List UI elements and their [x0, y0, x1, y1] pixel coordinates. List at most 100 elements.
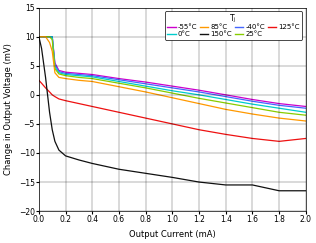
0°C [44, 35, 47, 38]
-40°C [50, 35, 54, 38]
125°C [224, 133, 228, 136]
Line: 25°C: 25°C [39, 37, 306, 115]
85°C [37, 35, 41, 38]
-40°C [77, 73, 81, 76]
25°C [170, 92, 174, 95]
125°C [57, 97, 61, 100]
-40°C [170, 87, 174, 89]
0°C [40, 35, 44, 38]
-55°C [117, 77, 121, 80]
-55°C [277, 102, 281, 105]
125°C [90, 105, 94, 108]
0°C [50, 35, 54, 38]
-55°C [50, 35, 54, 38]
Y-axis label: Change in Output Voltage (mV): Change in Output Voltage (mV) [4, 43, 13, 175]
-55°C [197, 89, 201, 92]
-40°C [224, 95, 228, 98]
125°C [117, 111, 121, 114]
25°C [197, 97, 201, 100]
150°C [144, 172, 148, 175]
25°C [90, 77, 94, 80]
-55°C [64, 71, 68, 74]
0°C [90, 75, 94, 78]
85°C [277, 117, 281, 120]
150°C [251, 183, 254, 186]
85°C [44, 35, 47, 38]
25°C [53, 67, 57, 70]
150°C [64, 155, 68, 157]
85°C [251, 113, 254, 115]
85°C [197, 102, 201, 105]
150°C [277, 189, 281, 192]
85°C [53, 71, 57, 74]
125°C [64, 99, 68, 102]
85°C [57, 76, 61, 79]
85°C [40, 35, 44, 38]
-55°C [170, 85, 174, 87]
-55°C [53, 61, 57, 64]
0°C [224, 98, 228, 101]
-55°C [77, 72, 81, 75]
-55°C [40, 35, 44, 38]
Line: 85°C: 85°C [39, 37, 306, 121]
25°C [48, 35, 52, 38]
-55°C [251, 98, 254, 101]
25°C [57, 72, 61, 75]
85°C [117, 85, 121, 88]
125°C [77, 102, 81, 105]
150°C [117, 168, 121, 171]
-55°C [37, 35, 41, 38]
Line: -40°C: -40°C [39, 37, 306, 108]
-40°C [197, 90, 201, 93]
-40°C [57, 70, 61, 73]
25°C [64, 74, 68, 77]
-40°C [40, 35, 44, 38]
150°C [304, 189, 308, 192]
0°C [48, 35, 52, 38]
-40°C [277, 104, 281, 107]
-40°C [117, 78, 121, 81]
85°C [64, 77, 68, 80]
-40°C [304, 107, 308, 110]
X-axis label: Output Current (mA): Output Current (mA) [129, 230, 216, 239]
-40°C [44, 35, 47, 38]
-40°C [144, 82, 148, 85]
-40°C [48, 35, 52, 38]
150°C [48, 111, 52, 114]
-55°C [144, 81, 148, 84]
150°C [170, 176, 174, 179]
-55°C [48, 35, 52, 38]
0°C [64, 73, 68, 76]
125°C [251, 137, 254, 140]
125°C [40, 82, 44, 85]
-40°C [53, 63, 57, 66]
125°C [170, 122, 174, 125]
-55°C [304, 105, 308, 108]
-40°C [90, 74, 94, 77]
150°C [53, 140, 57, 143]
85°C [224, 108, 228, 111]
0°C [37, 35, 41, 38]
0°C [144, 85, 148, 87]
125°C [48, 90, 52, 93]
-40°C [251, 100, 254, 103]
Line: 150°C: 150°C [39, 37, 306, 191]
150°C [40, 47, 44, 50]
125°C [144, 117, 148, 120]
Line: -55°C: -55°C [39, 37, 306, 106]
-40°C [64, 72, 68, 75]
25°C [40, 35, 44, 38]
25°C [117, 82, 121, 85]
25°C [277, 111, 281, 114]
25°C [44, 35, 47, 38]
150°C [50, 128, 54, 131]
125°C [197, 128, 201, 131]
0°C [53, 66, 57, 69]
85°C [170, 96, 174, 99]
25°C [77, 76, 81, 79]
25°C [144, 87, 148, 89]
0°C [77, 74, 81, 77]
Line: 0°C: 0°C [39, 37, 306, 112]
0°C [117, 80, 121, 83]
-55°C [44, 35, 47, 38]
